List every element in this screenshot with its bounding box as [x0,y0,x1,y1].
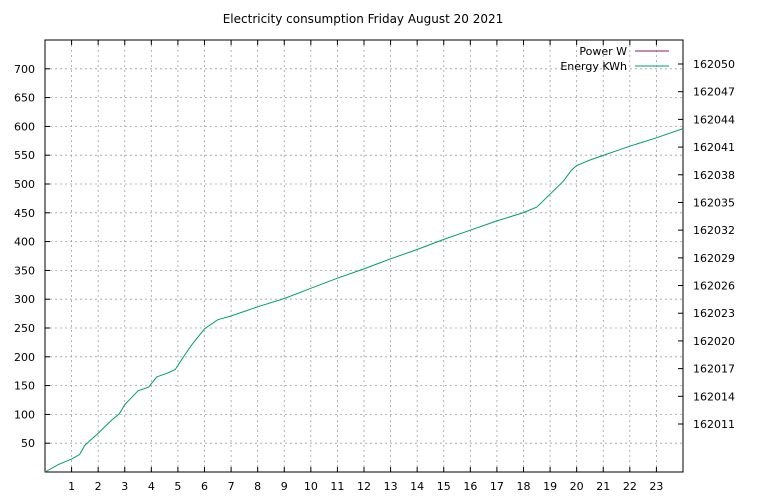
y-right-tick-label: 162047 [693,86,735,99]
y-right-tick-label: 162044 [693,113,735,126]
y-right-tick-label: 162023 [693,307,735,320]
y-left-tick-label: 250 [14,322,35,335]
x-tick-label: 17 [490,480,504,493]
x-tick-label: 18 [517,480,531,493]
x-tick-label: 12 [357,480,371,493]
y-left-tick-label: 350 [14,264,35,277]
x-tick-label: 22 [623,480,637,493]
y-right-tick-label: 162038 [693,169,735,182]
y-left-tick-label: 200 [14,351,35,364]
x-tick-label: 15 [437,480,451,493]
y-left-tick-label: 450 [14,207,35,220]
x-tick-label: 4 [148,480,155,493]
y-left-tick-label: 50 [21,437,35,450]
x-tick-label: 7 [228,480,235,493]
grid-layer [45,40,683,472]
chart-title: Electricity consumption Friday August 20… [223,12,504,26]
x-tick-label: 14 [410,480,424,493]
y-right-tick-label: 162032 [693,224,735,237]
x-tick-label: 10 [304,480,318,493]
x-tick-label: 8 [254,480,261,493]
x-tick-label: 9 [281,480,288,493]
y-left-tick-label: 100 [14,408,35,421]
y-left-tick-label: 650 [14,92,35,105]
y-right-tick-label: 162041 [693,141,735,154]
x-tick-label: 21 [596,480,610,493]
y-right-tick-label: 162014 [693,390,735,403]
plot-frame [44,39,684,473]
legend-label-energy: Energy KWh [560,60,627,73]
x-tick-label: 2 [95,480,102,493]
y-left-tick-label: 550 [14,149,35,162]
y-right-tick-label: 162020 [693,335,735,348]
x-tick-label: 19 [543,480,557,493]
y-left-tick-label: 300 [14,293,35,306]
x-tick-label: 13 [384,480,398,493]
y-right-tick-label: 162026 [693,280,735,293]
x-tick-label: 5 [174,480,181,493]
x-tick-label: 16 [463,480,477,493]
x-tick-label: 6 [201,480,208,493]
x-tick-label: 20 [570,480,584,493]
y-right-tick-label: 162029 [693,252,735,265]
series-line-energy-kwh [44,128,684,473]
y-left-tick-label: 400 [14,236,35,249]
x-tick-label: 11 [330,480,344,493]
legend-label-power: Power W [579,45,627,58]
y-right-tick-label: 162011 [693,418,735,431]
y-right-tick-label: 162035 [693,196,735,209]
y-left-tick-label: 500 [14,178,35,191]
series-layer [44,128,684,473]
y-left-tick-label: 150 [14,380,35,393]
y-right-tick-label: 162017 [693,363,735,376]
y-left-tick-label: 600 [14,120,35,133]
y-left-tick-label: 700 [14,63,35,76]
axis-layer: 1 2 3 4 5 6 7 8 9 10 11 12 13 14 15 16 17 18 19 20 21 22 23501… [14,39,735,493]
legend: Power W Energy KWh [560,45,669,73]
y-right-tick-label: 162050 [693,58,735,71]
x-tick-label: 1 [68,480,75,493]
x-tick-label: 23 [649,480,663,493]
x-tick-label: 3 [121,480,128,493]
